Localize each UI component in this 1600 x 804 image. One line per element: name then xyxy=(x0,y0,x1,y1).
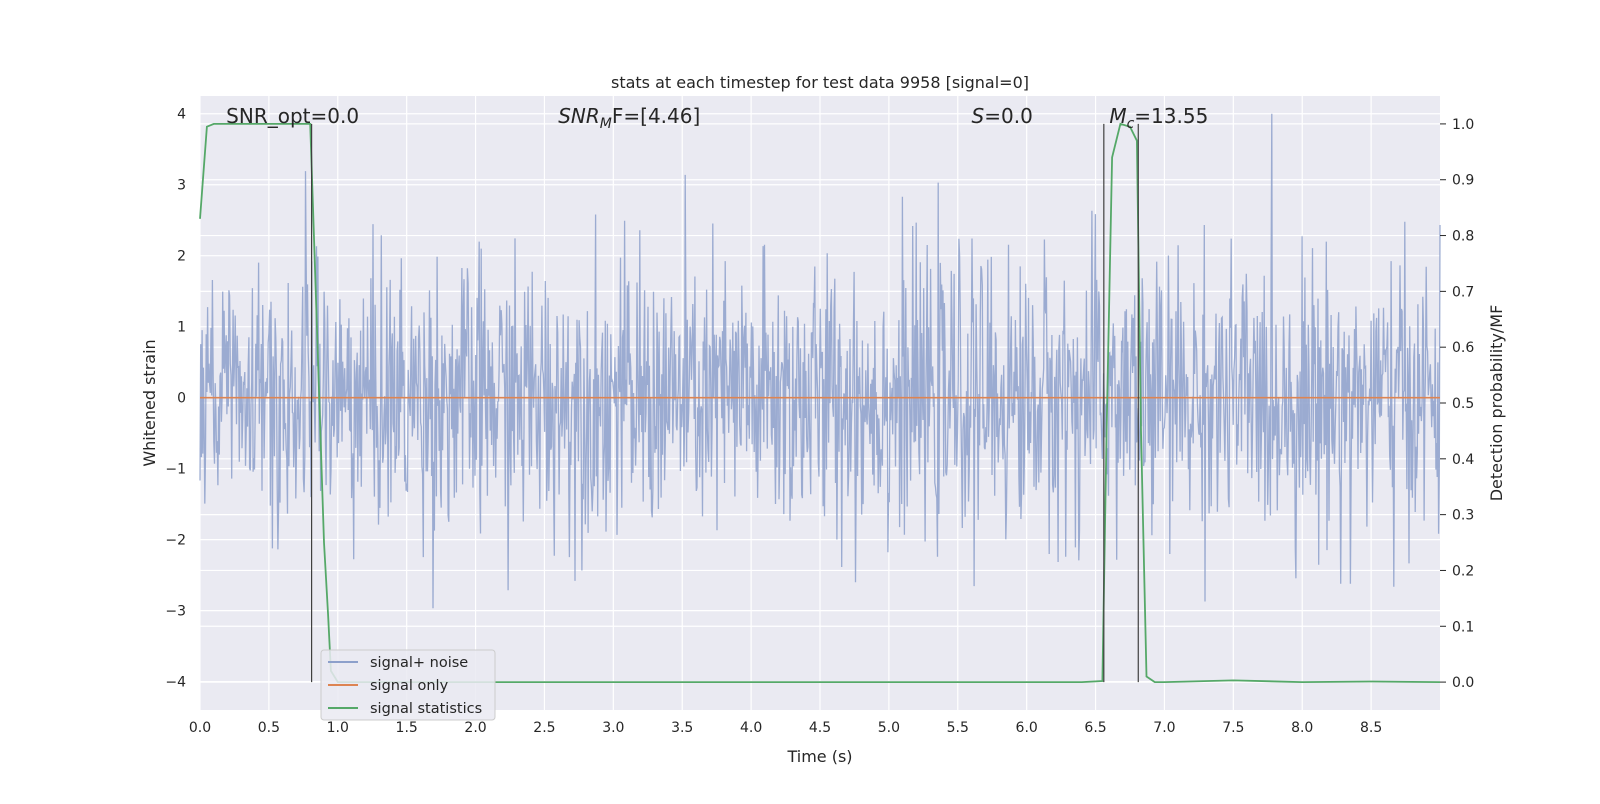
y-tick-label-right: 0.7 xyxy=(1452,284,1474,300)
x-axis-label: Time (s) xyxy=(786,747,852,766)
x-tick-label: 3.5 xyxy=(671,720,693,736)
y-tick-label-right: 0.6 xyxy=(1452,340,1474,356)
y-tick-label-left: −4 xyxy=(165,675,186,691)
x-tick-label: 4.0 xyxy=(740,720,762,736)
x-tick-label: 2.0 xyxy=(464,720,486,736)
y-tick-label-right: 0.5 xyxy=(1452,396,1474,412)
tick-layer: 0.0 0.5 1.0 1.5 2.0 2.5 3.0 3.5 4.0 4.5 5.0 5.5 6.0 6… xyxy=(165,107,1474,736)
y-tick-label-left: −2 xyxy=(165,533,186,549)
x-tick-label: 1.5 xyxy=(396,720,418,736)
y-tick-label-left: 2 xyxy=(177,249,186,265)
series-layer xyxy=(199,122,1441,684)
x-tick-label: 8.0 xyxy=(1291,720,1313,736)
y-axis-label-left: Whitened strain xyxy=(140,339,159,466)
y-tick-label-right: 1.0 xyxy=(1452,117,1474,133)
x-tick-label: 1.0 xyxy=(327,720,349,736)
y-tick-label-left: 4 xyxy=(177,107,186,123)
legend: signal+ noise signal only signal statist… xyxy=(320,649,496,721)
x-tick-label: 4.5 xyxy=(809,720,831,736)
signal-statistics-line xyxy=(199,122,1441,684)
annotation-label: S=0.0 xyxy=(972,104,1033,128)
y-axis-label-right: Detection probability/MF xyxy=(1487,305,1506,502)
x-tick-label: 6.0 xyxy=(1016,720,1038,736)
legend-box xyxy=(320,649,496,721)
y-tick-label-right: 0.3 xyxy=(1452,508,1474,524)
y-tick-label-right: 0.1 xyxy=(1452,619,1474,635)
signal-noise-line xyxy=(199,113,1441,609)
annotation-label: SNRMF=[4.46] xyxy=(558,104,700,132)
legend-label-statistics: signal statistics xyxy=(370,701,482,717)
annotation-label: SNR_opt=0.0 xyxy=(226,104,359,128)
x-tick-label: 3.0 xyxy=(602,720,624,736)
y-tick-label-left: 3 xyxy=(177,178,186,194)
y-tick-label-left: 0 xyxy=(177,391,186,407)
annot-layer: SNR_opt=0.0 SNRMF=[4.46] S=0.0 Mc=13.55 xyxy=(226,104,1208,132)
y-tick-label-right: 0.2 xyxy=(1452,563,1474,579)
x-tick-label: 7.0 xyxy=(1153,720,1175,736)
x-tick-label: 5.5 xyxy=(947,720,969,736)
y-tick-label-left: −1 xyxy=(165,462,186,478)
x-tick-label: 0.5 xyxy=(258,720,280,736)
x-tick-label: 6.5 xyxy=(1084,720,1106,736)
x-tick-label: 7.5 xyxy=(1222,720,1244,736)
y-tick-label-left: −3 xyxy=(165,604,186,620)
chart-title: stats at each timestep for test data 995… xyxy=(611,73,1029,92)
x-tick-label: 8.5 xyxy=(1360,720,1382,736)
x-tick-label: 5.0 xyxy=(878,720,900,736)
x-tick-label: 2.5 xyxy=(533,720,555,736)
y-tick-label-right: 0.0 xyxy=(1452,675,1474,691)
annotation-label: Mc=13.55 xyxy=(1109,104,1208,132)
noise-layer xyxy=(199,113,1441,609)
x-tick-label: 0.0 xyxy=(189,720,211,736)
y-tick-label-right: 0.4 xyxy=(1452,452,1474,468)
vline-layer xyxy=(311,123,1139,683)
y-tick-label-right: 0.8 xyxy=(1452,229,1474,245)
y-tick-label-right: 0.9 xyxy=(1452,173,1474,189)
y-tick-label-left: 1 xyxy=(177,320,186,336)
legend-label-noise: signal+ noise xyxy=(370,655,468,671)
legend-label-signal: signal only xyxy=(370,678,449,694)
